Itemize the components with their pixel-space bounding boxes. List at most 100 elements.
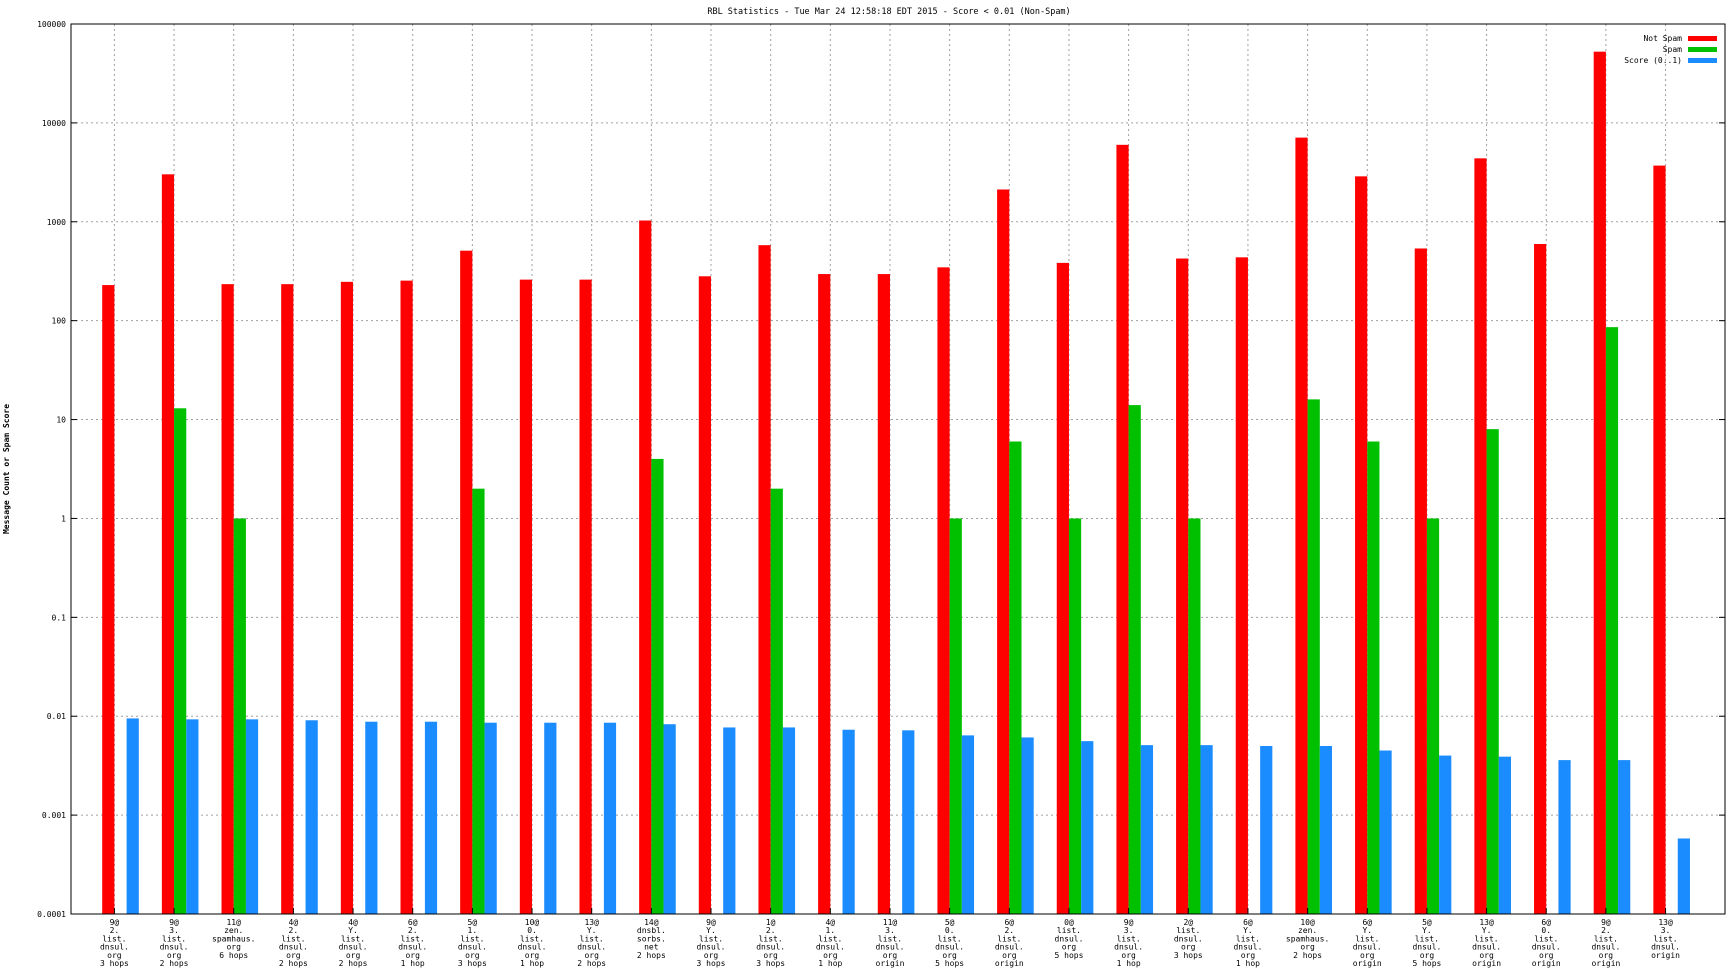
bar-spam — [233, 518, 246, 914]
bar-not-spam — [1593, 51, 1606, 914]
chart-title: RBL Statistics - Tue Mar 24 12:58:18 EDT… — [707, 7, 1070, 17]
bar-not-spam — [579, 279, 592, 915]
y-tick-label: 0.01 — [47, 712, 66, 721]
bar-spam — [1486, 429, 1499, 914]
y-axis-label: Message Count or Spam Score — [2, 404, 11, 534]
bar-score-0-1 — [1379, 750, 1392, 914]
legend-label-spam: Spam — [1663, 45, 1682, 54]
bar-score-0-1 — [1021, 737, 1034, 914]
y-tick-label: 1 — [61, 514, 66, 523]
bar-score-0-1 — [1618, 760, 1631, 914]
bar-score-0-1 — [1140, 745, 1154, 914]
bar-score-0-1 — [1319, 745, 1332, 914]
legend-swatch-not-spam — [1688, 36, 1717, 41]
x-tick-label: 9@ 2. list. dnsul. org origin — [1591, 918, 1620, 968]
bar-not-spam — [281, 284, 294, 914]
bar-score-0-1 — [961, 735, 975, 914]
legend: Not Spam Spam Score (0..1) — [1624, 34, 1717, 65]
x-tick-label: 1@ 2. list. dnsul. org 3 hops — [756, 918, 785, 968]
bar-score-0-1 — [186, 719, 199, 914]
bar-score-0-1 — [484, 722, 497, 914]
bar-not-spam — [340, 281, 354, 914]
x-tick-label: 5@ 1. list. dnsul. org 3 hops — [458, 918, 487, 968]
x-tick-label: 5@ Y. list. dnsul. org 5 hops — [1412, 918, 1441, 968]
bar-score-0-1 — [365, 721, 378, 914]
bar-not-spam — [1176, 258, 1189, 914]
bar-not-spam — [1235, 257, 1248, 914]
x-tick-label: 11@ 3. list. dnsul. org origin — [876, 918, 905, 968]
bar-not-spam — [877, 274, 890, 914]
bar-score-0-1 — [1200, 745, 1213, 914]
y-tick-label: 0.1 — [52, 613, 67, 622]
bar-spam — [1367, 441, 1380, 914]
bar-not-spam — [1295, 137, 1308, 914]
x-tick-label: 6@ Y. list. dnsul. org 1 hop — [1233, 918, 1262, 968]
y-tick-label: 1000 — [47, 218, 66, 227]
bar-spam — [770, 488, 783, 914]
bar-spam — [472, 488, 485, 914]
x-tick-label: 11@ zen. spamhaus. org 6 hops — [212, 918, 255, 960]
x-tick-label: 9@ 3. list. dnsul. org 1 hop — [1114, 918, 1143, 968]
x-tick-label: 6@ 0. list. dnsul. org origin — [1532, 918, 1561, 968]
x-tick-label: 0@ list. dnsul. org 5 hops — [1055, 918, 1084, 960]
bar-spam — [1188, 518, 1201, 914]
x-tick-label: 4@ 2. list. dnsul. org 2 hops — [279, 918, 308, 968]
bar-score-0-1 — [544, 722, 557, 914]
x-tick-label: 6@ 2. list. dnsul. org 1 hop — [398, 918, 427, 968]
bar-spam — [1426, 518, 1440, 914]
bar-not-spam — [161, 174, 175, 914]
x-tick-label: 6@ Y. list. dnsul. org origin — [1353, 918, 1382, 968]
bar-not-spam — [1355, 176, 1368, 914]
bar-not-spam — [818, 274, 831, 914]
bar-score-0-1 — [1498, 756, 1511, 914]
bar-not-spam — [519, 279, 533, 915]
x-tick-label: 4@ Y. list. dnsul. org 2 hops — [339, 918, 368, 968]
bar-spam — [1307, 399, 1320, 914]
bar-spam — [949, 518, 962, 914]
bar-not-spam — [221, 284, 234, 914]
bar-not-spam — [639, 220, 652, 915]
bar-spam — [174, 408, 187, 914]
bar-not-spam — [1116, 144, 1129, 914]
bar-score-0-1 — [305, 720, 318, 914]
x-tick-label: 14@ dnsbl. sorbs. net 2 hops — [637, 918, 666, 960]
y-tick-label: 100 — [52, 317, 67, 326]
bar-score-0-1 — [723, 727, 736, 914]
bar-not-spam — [758, 245, 771, 914]
legend-label-score: Score (0..1) — [1624, 56, 1682, 65]
bar-score-0-1 — [1558, 760, 1571, 914]
bar-score-0-1 — [782, 727, 796, 914]
bar-spam — [1605, 327, 1619, 914]
plot-border — [70, 23, 1726, 915]
bar-not-spam — [400, 280, 413, 914]
legend-swatch-spam — [1688, 47, 1717, 52]
bar-not-spam — [997, 189, 1010, 915]
bar-score-0-1 — [663, 724, 676, 914]
bar-not-spam — [937, 267, 950, 914]
bar-spam — [1128, 405, 1141, 914]
bar-score-0-1 — [245, 719, 259, 914]
x-tick-label: 10@ zen. spamhaus. org 2 hops — [1286, 918, 1329, 960]
bar-score-0-1 — [1439, 755, 1452, 914]
x-tick-label: 4@ 1. list. dnsul. org 1 hop — [816, 918, 845, 968]
x-tick-label: 2@ list. dnsul. org 3 hops — [1174, 918, 1203, 960]
y-tick-label: 10 — [56, 416, 66, 425]
x-tick-label: 6@ 2. list. dnsul. org origin — [995, 918, 1024, 968]
x-tick-label: 9@ 3. list. dnsul. org 2 hops — [160, 918, 189, 968]
bar-score-0-1 — [902, 730, 915, 914]
x-tick-label: 10@ 0. list. dnsul. org 1 hop — [518, 918, 547, 968]
bar-score-0-1 — [1081, 741, 1094, 914]
bar-not-spam — [1534, 244, 1547, 914]
bar-not-spam — [1653, 165, 1666, 915]
y-tick-label: 100000 — [37, 20, 66, 29]
y-tick-label: 0.001 — [42, 811, 66, 820]
bars — [102, 51, 1690, 915]
bar-not-spam — [1056, 262, 1069, 914]
bar-score-0-1 — [1677, 838, 1690, 914]
axes: 100000 10000 1000 100 10 1 0.1 0.01 0.001 0.0001 9… — [37, 20, 1726, 968]
bar-spam — [651, 458, 664, 914]
x-tick-label: 13@ Y. list. dnsul. org origin — [1472, 918, 1501, 968]
bar-score-0-1 — [842, 729, 855, 914]
